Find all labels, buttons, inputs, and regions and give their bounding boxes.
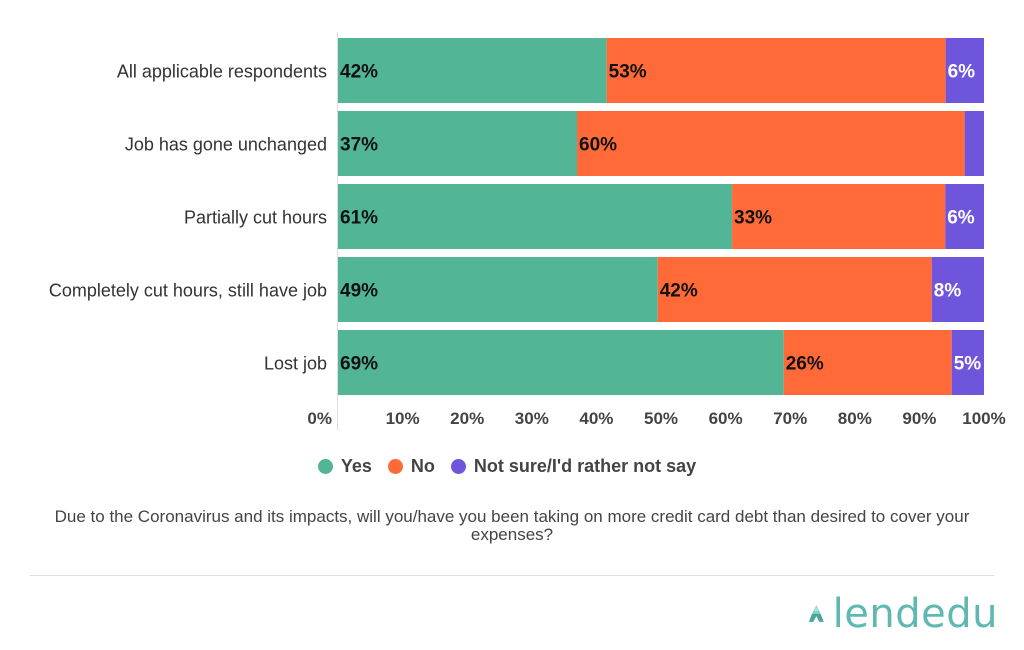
category-label: All applicable respondents xyxy=(117,62,327,82)
lendedu-logo-text: lendedu xyxy=(832,591,998,637)
x-tick-label: 80% xyxy=(838,409,872,428)
data-label: 26% xyxy=(786,354,824,375)
x-tick-label: 0% xyxy=(307,409,332,428)
bar-segment-no xyxy=(657,257,932,322)
category-label: Partially cut hours xyxy=(184,208,327,228)
data-label: 6% xyxy=(948,62,976,83)
bar-segment-not xyxy=(931,257,984,322)
x-tick-label: 30% xyxy=(515,409,549,428)
data-label: 53% xyxy=(609,62,647,83)
data-label: 5% xyxy=(954,354,982,375)
data-label: 60% xyxy=(579,135,617,156)
x-tick-label: 100% xyxy=(962,409,1005,428)
bar-segment-not xyxy=(945,38,984,103)
bar-segment-yes xyxy=(338,257,658,322)
legend-dot-not-sure xyxy=(450,459,466,474)
x-tick-label: 40% xyxy=(579,409,613,428)
bar-segment-yes xyxy=(338,184,733,249)
chart-legend: Yes No Not sure/I'd rather not say xyxy=(0,456,1014,477)
bar-segment-no xyxy=(606,38,946,103)
footer-divider xyxy=(30,575,994,576)
x-tick-label: 70% xyxy=(773,409,807,428)
data-label: 6% xyxy=(947,208,975,229)
stacked-bar-chart: All applicable respondents 42% 53% 6% Job ha… xyxy=(49,32,1006,430)
legend-label-not-sure: Not sure/I'd rather not say xyxy=(473,456,697,476)
x-tick-label: 10% xyxy=(386,409,420,428)
bar-segment-no xyxy=(577,111,965,176)
data-label: 42% xyxy=(340,62,378,83)
bar-segment-yes xyxy=(338,330,784,395)
data-label: 37% xyxy=(340,135,378,156)
category-label: Job has gone unchanged xyxy=(125,135,327,155)
category-label: Lost job xyxy=(264,354,327,374)
x-tick-label: 90% xyxy=(902,409,936,428)
legend-item-no: No xyxy=(387,456,435,477)
legend-dot-no xyxy=(387,459,403,474)
bar-segment-no xyxy=(732,184,946,249)
x-tick-label: 50% xyxy=(644,409,678,428)
legend-item-not-sure: Not sure/I'd rather not say xyxy=(450,456,697,477)
category-label: Completely cut hours, still have job xyxy=(49,281,327,301)
legend-dot-yes xyxy=(317,459,333,474)
x-tick-label: 60% xyxy=(709,409,743,428)
lendedu-logo: lendedu xyxy=(808,590,998,638)
legend-label-yes: Yes xyxy=(340,456,372,476)
bar-segment-yes xyxy=(338,38,607,103)
data-label: 49% xyxy=(340,281,378,302)
x-tick-label: 20% xyxy=(450,409,484,428)
bar-segment-not xyxy=(951,330,984,395)
data-label: 69% xyxy=(340,354,378,375)
bar-segment-not xyxy=(945,184,984,249)
lendedu-logo-icon xyxy=(808,605,824,622)
data-label: 61% xyxy=(340,208,378,229)
data-label: 8% xyxy=(934,281,962,302)
bar-segment-no xyxy=(783,330,952,395)
survey-question: Due to the Coronavirus and its impacts, … xyxy=(54,507,970,544)
bar-segment-not xyxy=(964,111,984,176)
bar-segment-yes xyxy=(338,111,578,176)
data-label: 33% xyxy=(734,208,772,229)
legend-item-yes: Yes xyxy=(317,456,372,477)
legend-label-no: No xyxy=(410,456,435,476)
data-label: 42% xyxy=(660,281,698,302)
